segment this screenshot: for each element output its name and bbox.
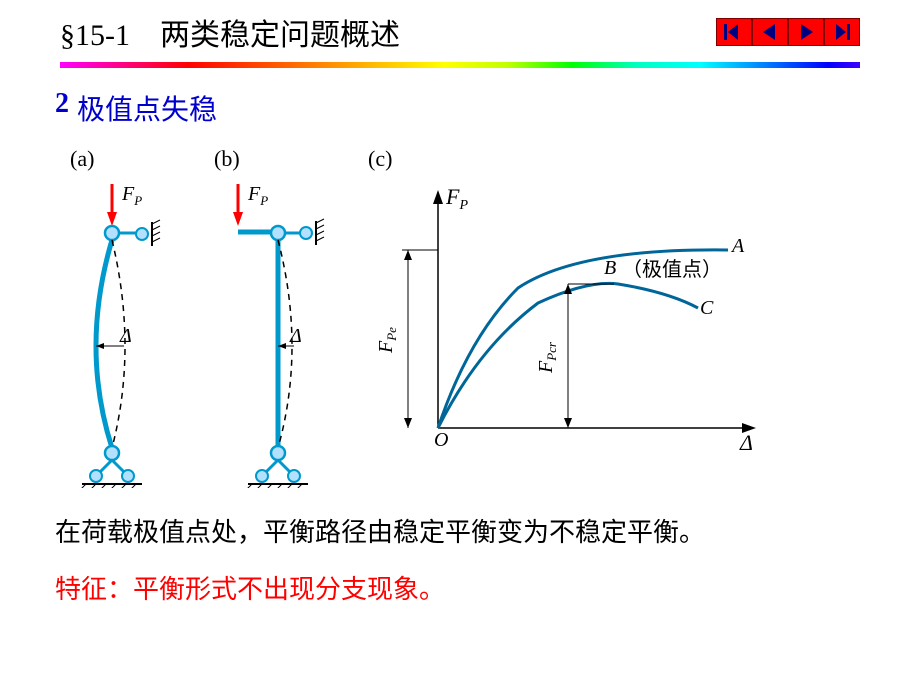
panel-c: (c) FP O Δ A B （极值点） C bbox=[368, 146, 768, 468]
diagram-a-svg: FP Δ bbox=[70, 178, 190, 488]
subtitle-number: 2 bbox=[55, 88, 69, 128]
header: §15-1 两类稳定问题概述 bbox=[0, 0, 920, 54]
panel-c-label: (c) bbox=[368, 146, 392, 172]
next-icon bbox=[796, 24, 816, 40]
last-button[interactable] bbox=[824, 18, 860, 46]
subtitle-text: 极值点失稳 bbox=[77, 88, 217, 128]
delta-b: Δ bbox=[289, 325, 302, 347]
panel-b-label: (b) bbox=[214, 146, 240, 172]
rainbow-divider bbox=[60, 62, 860, 68]
panel-b: (b) FP Δ bbox=[214, 146, 344, 488]
point-C: C bbox=[700, 297, 714, 319]
x-axis-label: Δ bbox=[739, 430, 753, 455]
fp-b: FP bbox=[247, 183, 268, 208]
diagram-b-svg: FP Δ bbox=[214, 178, 344, 488]
delta-a: Δ bbox=[119, 325, 132, 347]
point-A: A bbox=[730, 235, 745, 257]
subtitle: 2 极值点失稳 bbox=[55, 88, 920, 128]
panel-a: (a) FP Δ bbox=[70, 146, 190, 488]
nav-buttons bbox=[716, 18, 860, 46]
prev-icon bbox=[760, 24, 780, 40]
last-icon bbox=[832, 24, 852, 40]
page-title: §15-1 两类稳定问题概述 bbox=[60, 10, 400, 54]
extremum-label: （极值点） bbox=[622, 258, 722, 281]
next-button[interactable] bbox=[788, 18, 824, 46]
first-button[interactable] bbox=[716, 18, 752, 46]
fpe-label: FPe bbox=[375, 327, 399, 354]
body-line-2: 特征：平衡形式不出现分支现象。 bbox=[55, 569, 920, 606]
first-icon bbox=[724, 24, 744, 40]
prev-button[interactable] bbox=[752, 18, 788, 46]
body-line-1: 在荷载极值点处，平衡路径由稳定平衡变为不稳定平衡。 bbox=[55, 512, 920, 549]
fp-a: FP bbox=[121, 183, 142, 208]
diagrams-row: (a) FP Δ bbox=[70, 146, 920, 488]
fpcr-label: FPcr bbox=[535, 341, 559, 374]
point-B: B bbox=[604, 257, 616, 279]
diagram-c-svg: FP O Δ A B （极值点） C FPe bbox=[368, 178, 768, 468]
origin-label: O bbox=[434, 429, 448, 451]
panel-a-label: (a) bbox=[70, 146, 94, 172]
y-axis-label: FP bbox=[445, 184, 468, 213]
